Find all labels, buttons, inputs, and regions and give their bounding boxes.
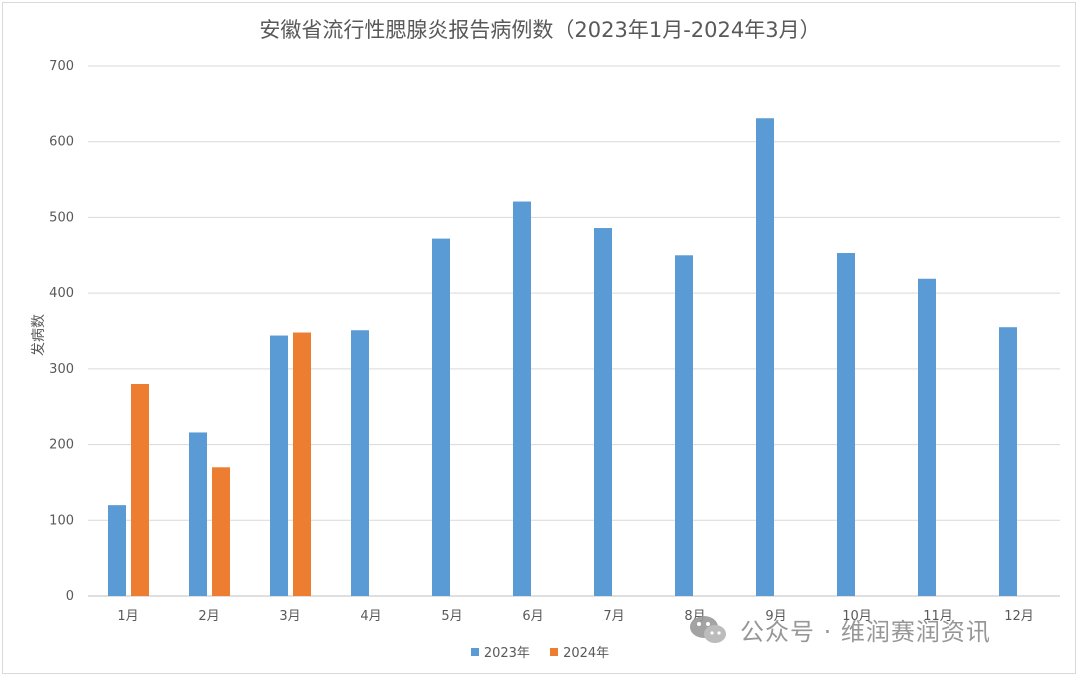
chart-legend: 2023年 2024年 <box>0 642 1080 661</box>
bar-2023-4 <box>351 330 369 596</box>
x-tick-label-11: 11月 <box>923 609 953 624</box>
x-tick-label-4: 4月 <box>360 609 381 624</box>
legend-item-2023: 2023年 <box>470 642 530 661</box>
y-tick-label-500: 500 <box>49 210 74 225</box>
x-tick-label-3: 3月 <box>279 609 300 624</box>
y-tick-label-100: 100 <box>49 513 74 528</box>
x-tick-label-1: 1月 <box>117 609 138 624</box>
y-tick-label-0: 0 <box>66 589 74 604</box>
bar-2023-1 <box>108 505 126 596</box>
y-tick-label-700: 700 <box>49 59 74 74</box>
y-tick-label-600: 600 <box>49 135 74 150</box>
x-tick-label-5: 5月 <box>441 609 462 624</box>
watermark: 公众号 · 维润赛润资讯 <box>688 612 991 647</box>
x-tick-label-10: 10月 <box>842 609 872 624</box>
bar-2023-5 <box>432 238 450 596</box>
legend-item-2024: 2024年 <box>550 642 609 661</box>
bar-2023-12 <box>999 327 1017 596</box>
x-tick-label-9: 9月 <box>765 609 786 624</box>
x-tick-label-6: 6月 <box>522 609 543 624</box>
wechat-icon <box>688 613 730 647</box>
x-tick-label-12: 12月 <box>1004 609 1034 624</box>
bar-2024-1 <box>131 384 149 596</box>
legend-swatch-2024 <box>550 647 559 656</box>
y-tick-label-300: 300 <box>49 362 74 377</box>
legend-label-2024: 2024年 <box>563 646 610 661</box>
bar-2023-6 <box>513 201 531 596</box>
x-tick-label-2: 2月 <box>198 609 219 624</box>
chart-title: 安徽省流行性腮腺炎报告病例数（2023年1月-2024年3月） <box>259 18 821 42</box>
bar-2023-7 <box>594 228 612 596</box>
watermark-text: 公众号 · 维润赛润资讯 <box>740 618 991 646</box>
y-tick-label-400: 400 <box>49 286 74 301</box>
bar-2023-3 <box>270 335 288 596</box>
x-tick-label-7: 7月 <box>603 609 624 624</box>
bar-2023-2 <box>189 432 207 596</box>
y-tick-label-200: 200 <box>49 438 74 453</box>
legend-swatch-2023 <box>470 647 479 656</box>
legend-label-2023: 2023年 <box>483 646 530 661</box>
bar-2024-3 <box>293 332 311 596</box>
bar-2023-11 <box>918 278 936 596</box>
bar-2023-9 <box>756 118 774 596</box>
bar-2024-2 <box>212 467 230 596</box>
bar-2023-10 <box>837 253 855 596</box>
bar-2023-8 <box>675 255 693 597</box>
